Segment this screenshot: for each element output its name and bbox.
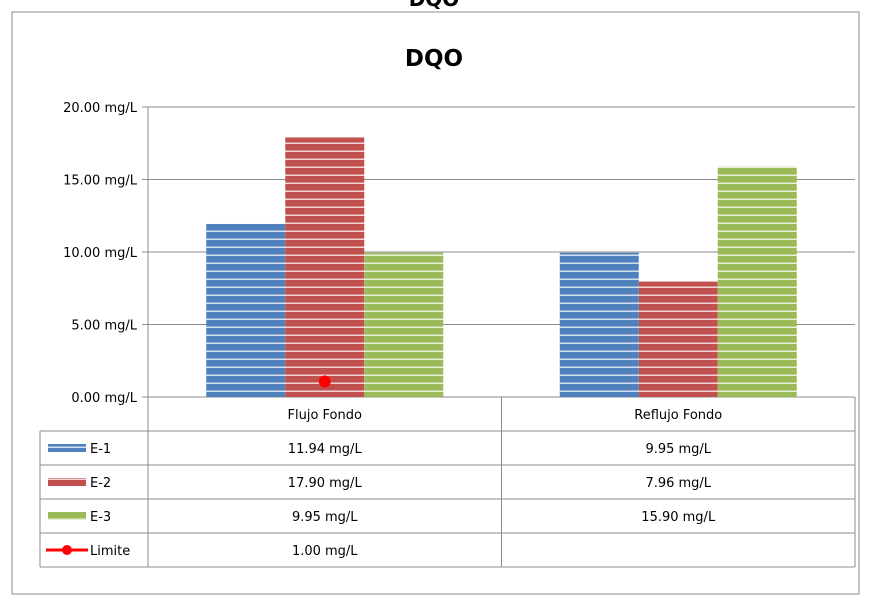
y-tick-label: 20.00 mg/L [63,101,138,116]
x-tick-label: Reflujo Fondo [634,408,722,423]
table-value-cell: 9.95 mg/L [645,442,711,457]
y-tick-label: 5.00 mg/L [71,319,137,334]
table-value-cell: 1.00 mg/L [292,544,358,559]
legend-label: E-1 [90,442,111,457]
chart-title: DQO [405,46,463,72]
y-tick-label: 10.00 mg/L [63,246,138,261]
legend-label: E-3 [90,510,111,525]
table-value-cell: 7.96 mg/L [645,476,711,491]
legend-swatch-e-1 [48,444,86,452]
table-value-cell: 15.90 mg/L [641,510,716,525]
y-tick-label: 15.00 mg/L [63,174,138,189]
y-axis-ticks: 0.00 mg/L 5.00 mg/L 10.00 mg/L 15.00 mg/L 20… [63,101,138,406]
bar-e-2-0 [285,137,365,397]
bar-e-1-0 [206,223,286,397]
limit-marker [318,375,331,388]
bar-e-3-0 [364,252,444,397]
bar-e-1-1 [559,252,639,397]
legend-label: E-2 [90,476,111,491]
legend-swatch-e-3 [48,512,86,520]
legend-label: Limite [90,544,130,559]
bar-e-2-1 [638,281,718,397]
page-top-title: DQO [409,0,460,11]
table-value-cell: 9.95 mg/L [292,510,358,525]
legend-swatch-limit-marker [62,545,72,555]
table-value-cell: 11.94 mg/L [288,442,363,457]
y-tick-label: 0.00 mg/L [71,391,137,406]
data-table: Flujo Fondo Reflujo Fondo E-1 11.94 mg/L 9.9… [39,397,856,568]
bars [206,137,797,397]
legend-swatch-e-2 [48,478,86,486]
table-value-cell: 17.90 mg/L [288,476,363,491]
bar-e-3-1 [717,166,797,397]
x-tick-label: Flujo Fondo [288,408,362,423]
